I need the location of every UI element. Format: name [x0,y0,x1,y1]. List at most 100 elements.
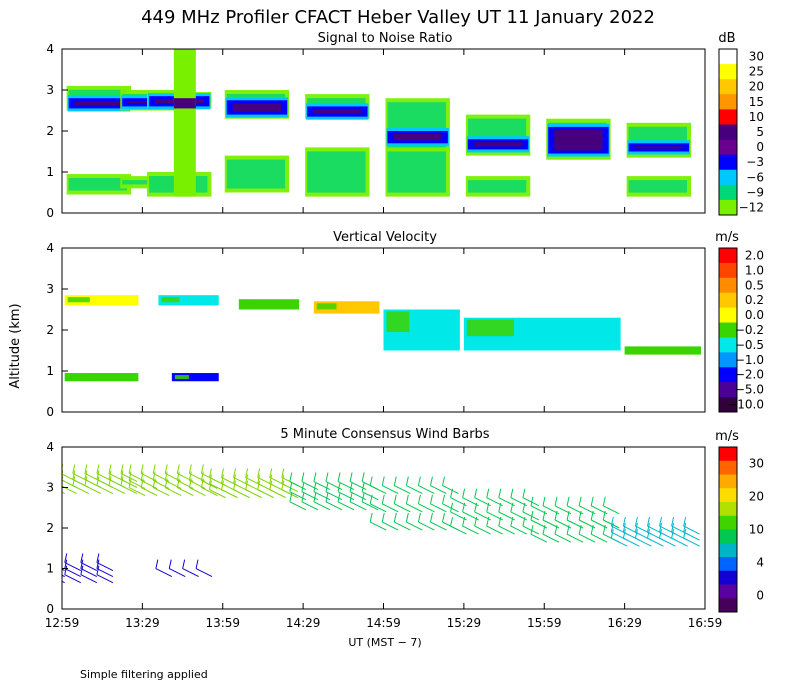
wind-barb-staff [498,525,516,535]
vv-units: m/s [715,230,739,245]
x-tick-label: 13:29 [125,616,160,630]
wind-barb-feather [108,464,112,474]
wind-barb-staff [80,562,98,571]
wind-barb-feather [393,494,397,504]
y-tick-label: 3 [46,282,54,296]
y-tick-label: 2 [46,521,54,535]
wind-barb-staff [361,501,379,511]
wind-barb-staff [140,480,158,489]
wind-barb-staff [522,497,540,507]
wind-barb-staff [182,568,199,578]
colorbar-label: 0.2 [745,293,764,307]
colorbar-frame [718,48,738,216]
wind-barb-feather [486,488,490,498]
wind-barb-staff [269,489,286,499]
y-tick-label: 4 [46,42,54,56]
colorbar-segment [719,49,737,65]
wind-barb-feather [442,476,446,486]
wind-barb-staff [152,480,170,489]
wind-barb-staff [177,480,194,489]
wind-barb-feather [393,476,397,486]
vv-region-patch [67,375,90,380]
wind-barb-feather [289,482,293,492]
wind-barb-feather [462,502,466,513]
wind-barb-feather [622,523,626,533]
wind-barb-feather [450,516,454,527]
wind-barb-feather [530,496,534,506]
x-tick-label: 15:59 [527,616,562,630]
colorbar-label: −12 [739,200,764,214]
vv-region [238,299,300,310]
wind-barb-feather [381,476,385,486]
wind-barb-feather [220,480,224,490]
wind-barb-staff [221,489,238,499]
wind-barb-feather [245,480,249,490]
wind-barb-feather [659,523,663,533]
wind-barb-staff [406,503,423,513]
colorbar-label: 20 [749,490,764,504]
wind-barb-feather [96,476,100,486]
colorbar-label: −3 [746,155,764,169]
wind-barb-staff [382,503,399,513]
wind-barb-feather [671,523,675,533]
wind-barb-staff [406,485,423,495]
wind-barb-feather [64,559,68,569]
y-tick-label: 0 [46,405,54,419]
panel-frame [61,446,706,610]
wind-barb-feather [369,512,373,523]
wind-barb-staff [361,491,379,501]
y-tick-label: 2 [46,124,54,138]
wind-barb-feather [233,474,237,484]
wind-barb-feather [325,472,329,482]
wind-barb-staff [442,485,459,495]
wind-barb-feather [152,471,156,481]
wind-barb-feather [120,470,124,480]
wind-units: m/s [715,429,739,444]
wind-barb-feather [301,492,305,502]
wind-barb-feather [634,523,638,533]
y-tick-label: 3 [46,83,54,97]
wind-barb-staff [510,525,528,535]
wind-barb-feather [96,470,100,480]
snr-region-inner [226,159,286,189]
snr-region-inner [387,151,446,193]
wind-barb-feather [108,470,112,480]
wind-barb-feather [361,482,365,492]
wind-barb-staff [281,489,298,499]
wind-barb-staff [201,487,218,497]
wind-barb-staff [177,487,194,497]
wind-barb-feather [64,553,68,563]
vv-region-patch [161,297,180,303]
wind-barb-feather [120,476,124,486]
snr-band-peak [232,103,282,112]
wind-barb-feather [474,502,478,513]
wind-barb-feather [429,512,433,523]
wind-barb-staff [603,505,620,515]
wind-barb-feather [49,464,51,473]
wind-barb-staff [554,533,572,543]
colorbar-frame [718,446,738,613]
wind-barb-feather [498,488,502,498]
wind-barb-feather [349,492,353,502]
wind-barb-feather [281,474,285,484]
wind-barb-feather [96,559,100,569]
x-tick-label: 14:29 [286,616,321,630]
wind-barb-feather [602,496,606,506]
wind-barb-feather [164,478,168,488]
wind-barb-feather [84,476,88,486]
colorbar-label: −5.0 [735,383,764,397]
figure-title: 449 MHz Profiler CFACT Heber Valley UT 1… [141,7,655,28]
x-tick-label: 16:59 [688,616,723,630]
wind-barb-feather [462,516,466,527]
wind-barb-staff [659,537,676,547]
wind-barb-staff [671,537,688,547]
wind-barb-staff [64,568,81,578]
wind-barb-feather [683,516,687,527]
wind-barb-feather [49,471,51,480]
snr-band-peak [393,134,442,141]
wind-barb-staff [337,501,355,511]
colorbar-segment [719,248,737,264]
wind-barb-feather [257,474,261,484]
wind-barb-staff [301,501,319,511]
wind-barb-feather [498,502,502,513]
